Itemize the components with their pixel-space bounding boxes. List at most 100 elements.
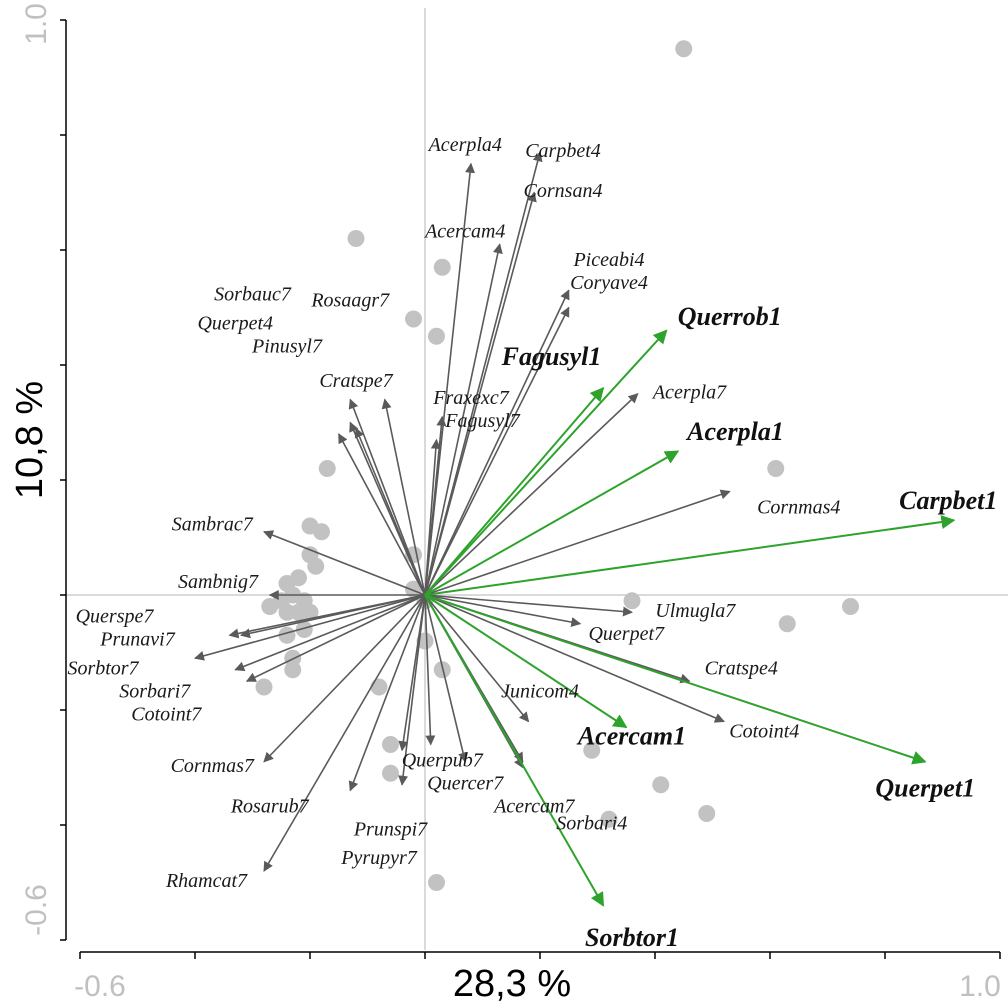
zero-lines xyxy=(66,8,1008,950)
vector-label-sorbtor7: Sorbtor7 xyxy=(67,657,139,679)
vector-label-cornmas4: Cornmas4 xyxy=(757,496,840,518)
site-point xyxy=(778,615,796,633)
vector-label-acercam7: Acercam7 xyxy=(492,795,575,817)
site-point xyxy=(255,678,273,696)
site-point xyxy=(278,603,296,621)
vector-arrow-cratspe7 xyxy=(348,398,426,596)
vector-label-querspe7: Querspe7 xyxy=(76,606,155,628)
site-point xyxy=(652,776,670,794)
y-axis-title: 10,8 % xyxy=(9,381,51,499)
vector-label-cornmas7: Cornmas7 xyxy=(171,755,255,777)
site-point xyxy=(416,632,434,650)
vector-arrow-querpub7 xyxy=(424,594,436,746)
vector-label-pinusyl7: Pinusyl7 xyxy=(251,335,323,357)
vector-arrow-sorbtor1 xyxy=(424,594,605,907)
vector-arrow-junicom4 xyxy=(424,594,530,723)
site-point xyxy=(767,460,785,477)
vector-arrow-cotoint4 xyxy=(424,594,725,723)
site-point xyxy=(382,736,399,753)
vector-label-sorbari4: Sorbari4 xyxy=(556,813,627,835)
vector-label-sambnig7: Sambnig7 xyxy=(178,571,259,593)
site-point xyxy=(295,621,313,638)
vector-arrow-acercam1 xyxy=(424,594,628,729)
vector-arrow-cotoint7 xyxy=(245,594,426,682)
site-point xyxy=(600,810,618,828)
vector-label-prunspi7: Prunspi7 xyxy=(353,818,428,840)
vector-label-fagusyl7: Fagusyl7 xyxy=(444,410,520,432)
vector-label-acerpla1: Acerpla1 xyxy=(685,417,784,446)
vector-label-ulmugla7: Ulmugla7 xyxy=(655,600,736,622)
vector-label-carpbet4: Carpbet4 xyxy=(525,140,601,162)
site-point xyxy=(428,874,445,891)
vector-arrow-pyrupyr7 xyxy=(398,594,426,752)
site-point xyxy=(428,327,445,345)
vector-arrow-cornmas7 xyxy=(263,594,426,763)
vector-label-rosarub7: Rosarub7 xyxy=(230,795,310,817)
x-tick-label-left: -0.6 xyxy=(74,970,126,1003)
site-point xyxy=(842,598,859,615)
site-point xyxy=(675,40,693,58)
x-ticks xyxy=(79,952,1001,959)
vector-arrow-piceabi4 xyxy=(424,289,570,596)
vector-arrow-sorbtor7 xyxy=(194,594,426,661)
site-points xyxy=(255,40,859,891)
vector-label-pyrupyr7: Pyrupyr7 xyxy=(340,847,418,869)
vector-arrow-prunavi7 xyxy=(240,594,426,639)
x-axis-title: 28,3 % xyxy=(453,963,571,1004)
species-vectors xyxy=(194,151,956,907)
site-point xyxy=(284,661,302,679)
vector-label-sorbtor1: Sorbtor1 xyxy=(585,923,679,952)
site-point xyxy=(623,592,641,610)
site-point xyxy=(583,741,601,759)
vector-arrow-rosarub7 xyxy=(348,594,426,792)
site-point xyxy=(261,598,279,615)
vector-arrow-rosaagr7 xyxy=(354,427,426,596)
vector-arrow-acercam4 xyxy=(424,243,503,596)
vector-label-acercam4: Acercam4 xyxy=(423,220,505,242)
site-point xyxy=(307,557,325,575)
y-tick-label-top: 1.0 xyxy=(20,3,53,45)
site-point xyxy=(405,580,422,598)
axes xyxy=(60,19,1001,959)
site-point xyxy=(313,523,330,541)
vector-arrow-prunspi7 xyxy=(398,594,426,786)
x-tick-label-right: 1.0 xyxy=(959,970,1001,1003)
vector-arrow-querpet4 xyxy=(338,433,426,596)
site-point xyxy=(347,230,365,247)
vector-arrow-querpet7 xyxy=(424,594,582,628)
vector-label-quercer7: Quercer7 xyxy=(427,772,504,794)
vector-label-fraxexc7: Fraxexc7 xyxy=(432,387,510,409)
vector-label-cotoint4: Cotoint4 xyxy=(729,721,799,743)
vector-label-acerpla4: Acerpla4 xyxy=(427,134,502,156)
vector-label-querpet4: Querpet4 xyxy=(197,312,273,334)
y-ticks xyxy=(60,19,66,941)
vector-label-rhamcat7: Rhamcat7 xyxy=(165,870,248,892)
site-point xyxy=(698,805,716,822)
vector-label-acercam1: Acercam1 xyxy=(576,722,686,751)
vector-arrow-sambrac7 xyxy=(263,530,426,596)
vector-label-prunavi7: Prunavi7 xyxy=(99,629,175,651)
site-point xyxy=(370,678,388,696)
vector-arrow-sorbari7 xyxy=(234,594,426,672)
vector-arrow-pinusyl7 xyxy=(381,398,426,596)
vector-arrow-querrob1 xyxy=(424,329,668,596)
vector-label-acerpla7: Acerpla7 xyxy=(651,381,727,403)
vector-arrow-coryave4 xyxy=(424,306,570,596)
site-point xyxy=(318,460,336,477)
vector-label-piceabi4: Piceabi4 xyxy=(572,249,644,271)
vector-label-coryave4: Coryave4 xyxy=(570,272,648,294)
vector-label-rosaagr7: Rosaagr7 xyxy=(310,289,390,311)
vector-label-cratspe7: Cratspe7 xyxy=(319,370,393,392)
vector-arrow-cornsan4 xyxy=(424,191,537,596)
site-point xyxy=(301,603,319,621)
vector-arrow-carpbet1 xyxy=(424,515,956,596)
vector-label-querpet7: Querpet7 xyxy=(588,623,665,645)
vector-label-sambrac7: Sambrac7 xyxy=(172,514,254,536)
vector-label-cornsan4: Cornsan4 xyxy=(524,180,603,202)
vector-label-cotoint7: Cotoint7 xyxy=(131,703,202,725)
vector-label-sorbauc7: Sorbauc7 xyxy=(214,284,292,306)
vector-arrow-fagusyl7 xyxy=(424,438,441,596)
vector-arrow-carpbet4 xyxy=(424,151,543,596)
vector-arrow-acerpla7 xyxy=(424,393,639,596)
